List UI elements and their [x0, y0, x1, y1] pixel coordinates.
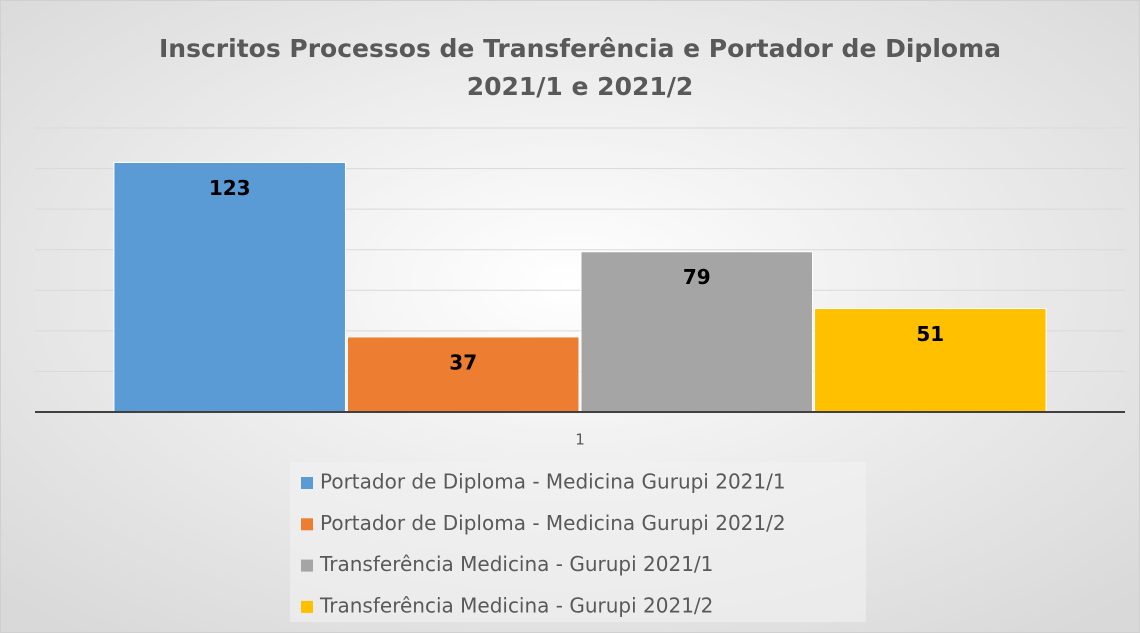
data-label: 51 — [916, 322, 944, 346]
legend-label: Portador de Diploma - Medicina Gurupi 20… — [320, 470, 786, 494]
data-label: 37 — [449, 350, 477, 374]
legend-swatch — [301, 518, 313, 531]
legend-box — [290, 462, 866, 622]
data-label: 123 — [209, 176, 251, 200]
chart-title: Inscritos Processos de Transferência e P… — [159, 34, 1001, 63]
legend-swatch — [301, 600, 313, 613]
chart-title: 2021/1 e 2021/2 — [467, 72, 694, 101]
legend-swatch — [301, 559, 313, 572]
legend-label: Transferência Medicina - Gurupi 2021/1 — [319, 552, 713, 576]
bar — [346, 336, 580, 413]
data-label: 79 — [683, 265, 711, 289]
bar — [113, 161, 346, 413]
bar — [814, 308, 1047, 413]
bar — [580, 251, 814, 413]
x-tick-label: 1 — [575, 431, 585, 449]
legend-label: Transferência Medicina - Gurupi 2021/2 — [319, 593, 713, 617]
legend-label: Portador de Diploma - Medicina Gurupi 20… — [320, 511, 786, 535]
legend-swatch — [301, 477, 313, 489]
